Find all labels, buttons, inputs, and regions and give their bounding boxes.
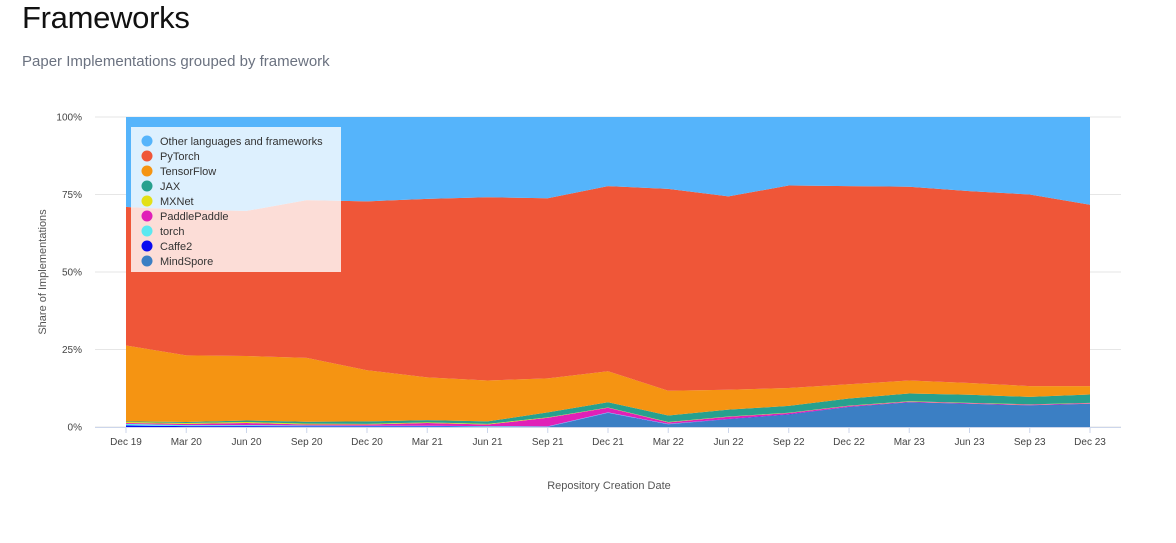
x-tick-label: Jun 22 bbox=[713, 437, 743, 448]
legend-item-mindspore[interactable]: MindSpore bbox=[141, 255, 214, 269]
legend-item-other-languages-and-frameworks[interactable]: Other languages and frameworks bbox=[141, 135, 324, 149]
y-tick-label: 100% bbox=[56, 113, 82, 124]
x-tick-label: Sep 20 bbox=[291, 437, 323, 448]
legend-item-caffe2[interactable]: Caffe2 bbox=[141, 240, 193, 254]
legend-item-paddlepaddle[interactable]: PaddlePaddle bbox=[141, 210, 229, 224]
legend-swatch bbox=[141, 165, 153, 177]
x-tick-label: Sep 21 bbox=[532, 437, 564, 448]
page-subtitle: Paper Implementations grouped by framewo… bbox=[22, 53, 330, 70]
x-tick-label: Jun 21 bbox=[472, 437, 502, 448]
x-tick-label: Dec 21 bbox=[592, 437, 624, 448]
area-tensorflow bbox=[126, 345, 1090, 423]
area-mxnet bbox=[126, 401, 1090, 425]
legend-swatch bbox=[141, 180, 153, 192]
legend-swatch bbox=[141, 255, 153, 267]
area-other-languages-and-frameworks bbox=[126, 117, 1090, 211]
y-tick-label: 75% bbox=[62, 190, 82, 201]
axes: 0% 25% 50% 75% 100% Dec 19 Mar 20 Jun 20 Sep 20 D… bbox=[56, 113, 1121, 448]
legend-swatch bbox=[141, 210, 153, 222]
area-mindspore bbox=[126, 402, 1090, 427]
area-paddlepaddle bbox=[126, 401, 1090, 427]
legend-swatch bbox=[141, 225, 153, 237]
legend-box bbox=[131, 127, 341, 272]
x-tick-label: Dec 20 bbox=[351, 437, 383, 448]
x-tick-label: Mar 21 bbox=[412, 437, 444, 448]
x-tick-label: Mar 22 bbox=[653, 437, 685, 448]
x-tick-label: Jun 20 bbox=[231, 437, 261, 448]
y-tick-label: 0% bbox=[68, 423, 83, 434]
legend-label: torch bbox=[160, 226, 184, 238]
legend-item-mxnet[interactable]: MXNet bbox=[141, 195, 194, 209]
legend-swatch bbox=[141, 240, 153, 252]
area-series-group bbox=[126, 117, 1090, 427]
legend-item-tensorflow[interactable]: TensorFlow bbox=[141, 165, 217, 179]
legend-label: Other languages and frameworks bbox=[160, 136, 323, 148]
x-tick-label: Sep 22 bbox=[773, 437, 805, 448]
legend-swatch bbox=[141, 195, 153, 207]
x-tick-label: Dec 23 bbox=[1074, 437, 1106, 448]
x-tick-label: Dec 19 bbox=[110, 437, 142, 448]
legend-label: MXNet bbox=[160, 196, 194, 208]
x-tick-label: Mar 23 bbox=[894, 437, 926, 448]
legend-item-jax[interactable]: JAX bbox=[141, 180, 181, 194]
area-jax bbox=[126, 393, 1090, 424]
y-tick-label: 50% bbox=[62, 268, 82, 279]
legend-swatch bbox=[141, 135, 153, 147]
x-tick-label: Dec 22 bbox=[833, 437, 865, 448]
legend-swatch bbox=[141, 150, 153, 162]
x-tick-label: Sep 23 bbox=[1014, 437, 1046, 448]
legend-label: Caffe2 bbox=[160, 241, 192, 253]
legend-label: MindSpore bbox=[160, 256, 213, 268]
area-pytorch bbox=[126, 185, 1090, 391]
page-title: Frameworks bbox=[22, 0, 190, 35]
legend-label: PaddlePaddle bbox=[160, 211, 229, 223]
legend-item-torch[interactable]: torch bbox=[141, 225, 185, 239]
legend-label: PyTorch bbox=[160, 151, 200, 163]
legend[interactable]: Other languages and frameworks PyTorch Ten… bbox=[131, 127, 341, 272]
y-axis-title: Share of Implementations bbox=[37, 209, 49, 335]
x-axis-title: Repository Creation Date bbox=[547, 480, 671, 492]
x-tick-label: Mar 20 bbox=[171, 437, 203, 448]
y-tick-label: 25% bbox=[62, 345, 82, 356]
legend-label: TensorFlow bbox=[160, 166, 216, 178]
legend-item-pytorch[interactable]: PyTorch bbox=[141, 150, 200, 164]
x-tick-label: Jun 23 bbox=[954, 437, 984, 448]
legend-label: JAX bbox=[160, 181, 181, 193]
